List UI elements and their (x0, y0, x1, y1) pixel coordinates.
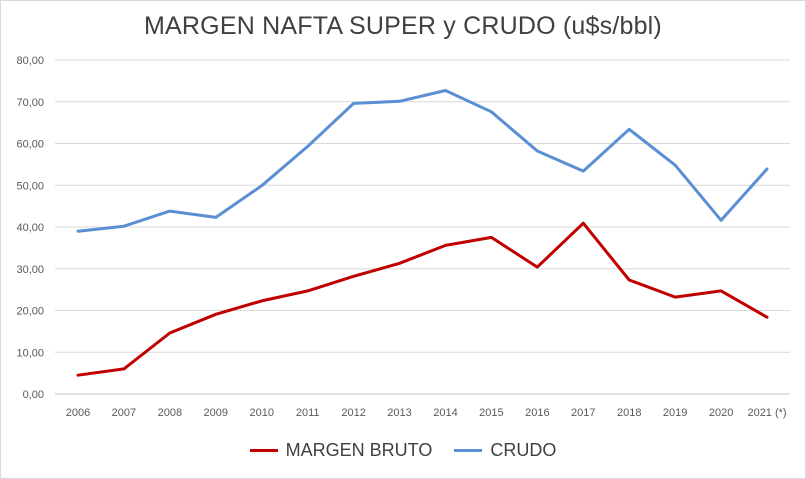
y-tick-label: 50,00 (16, 180, 44, 192)
x-tick-label: 2016 (525, 407, 549, 419)
x-tick-label: 2008 (158, 407, 182, 419)
y-tick-label: 10,00 (16, 347, 44, 359)
series-line-crudo (76, 89, 769, 233)
series-lines (76, 89, 769, 377)
legend-item-crudo: CRUDO (454, 440, 556, 461)
y-tick-label: 70,00 (16, 97, 44, 109)
legend-label-margen: MARGEN BRUTO (285, 440, 433, 460)
legend-swatch-crudo (454, 449, 483, 452)
legend: MARGEN BRUTO CRUDO (0, 440, 806, 461)
x-tick-label: 2020 (709, 407, 733, 419)
x-tick-label: 2018 (617, 407, 641, 419)
y-tick-label: 40,00 (16, 222, 44, 234)
series-line-margen-bruto (76, 221, 769, 377)
legend-item-margen: MARGEN BRUTO (249, 440, 433, 461)
x-tick-label: 2013 (387, 407, 411, 419)
x-tick-label: 2011 (296, 407, 320, 419)
y-tick-label: 30,00 (16, 264, 44, 276)
x-tick-label: 2009 (204, 407, 228, 419)
x-axis-ticks: 2006 2007 2008 2009 2010 2011 2012 2013 2014 2015… (66, 407, 787, 419)
y-tick-label: 60,00 (16, 139, 44, 151)
y-tick-label: 0,00 (23, 389, 44, 401)
y-tick-label: 20,00 (16, 306, 44, 318)
legend-swatch-margen (249, 449, 278, 452)
chart-title: MARGEN NAFTA SUPER y CRUDO (u$s/bbl) (144, 12, 662, 40)
x-tick-label: 2015 (479, 407, 503, 419)
x-tick-label: 2014 (433, 407, 457, 419)
x-tick-label: 2012 (341, 407, 365, 419)
x-tick-label: 2007 (112, 407, 136, 419)
legend-label-crudo: CRUDO (490, 440, 557, 460)
x-tick-label: 2006 (66, 407, 90, 419)
x-tick-label: 2010 (249, 407, 273, 419)
y-axis-ticks: 0,00 10,00 20,00 30,00 40,00 50,00 60,00 70,00 8… (16, 55, 44, 401)
x-tick-label: 2019 (663, 407, 687, 419)
y-tick-label: 80,00 (16, 55, 44, 67)
x-tick-label: 2017 (571, 407, 595, 419)
x-tick-label: 2021 (*) (747, 407, 786, 419)
gridlines (55, 59, 790, 395)
